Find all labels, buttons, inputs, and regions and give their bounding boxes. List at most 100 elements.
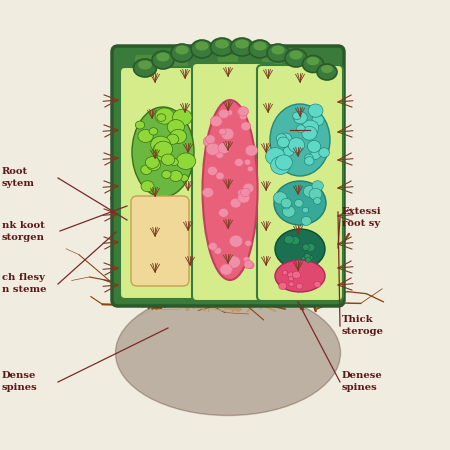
Ellipse shape: [147, 159, 161, 171]
Ellipse shape: [288, 276, 293, 281]
Ellipse shape: [162, 154, 175, 165]
Ellipse shape: [288, 138, 305, 153]
Ellipse shape: [270, 157, 291, 174]
Ellipse shape: [170, 158, 178, 166]
Ellipse shape: [151, 136, 171, 153]
Ellipse shape: [229, 235, 243, 247]
Ellipse shape: [237, 107, 248, 117]
Ellipse shape: [245, 240, 252, 246]
Ellipse shape: [279, 282, 287, 290]
Ellipse shape: [176, 153, 196, 170]
FancyBboxPatch shape: [135, 55, 155, 297]
Ellipse shape: [238, 107, 248, 116]
FancyBboxPatch shape: [257, 65, 343, 301]
Ellipse shape: [207, 166, 217, 176]
Ellipse shape: [245, 145, 257, 156]
Text: n steme: n steme: [2, 285, 46, 294]
Ellipse shape: [302, 126, 317, 140]
Ellipse shape: [141, 181, 154, 192]
Ellipse shape: [247, 166, 253, 171]
Ellipse shape: [307, 57, 320, 65]
Ellipse shape: [216, 151, 224, 158]
Ellipse shape: [226, 110, 233, 116]
Ellipse shape: [220, 264, 232, 275]
Ellipse shape: [160, 142, 168, 149]
Ellipse shape: [301, 216, 311, 225]
Ellipse shape: [306, 243, 315, 252]
Ellipse shape: [308, 104, 323, 117]
Ellipse shape: [244, 260, 253, 269]
FancyBboxPatch shape: [131, 196, 189, 286]
Ellipse shape: [138, 130, 153, 143]
Ellipse shape: [244, 159, 251, 165]
Ellipse shape: [145, 157, 159, 168]
Ellipse shape: [134, 59, 157, 77]
Ellipse shape: [227, 256, 240, 268]
Ellipse shape: [302, 256, 306, 260]
Ellipse shape: [235, 40, 249, 49]
Ellipse shape: [303, 185, 316, 197]
Ellipse shape: [253, 41, 266, 50]
Ellipse shape: [132, 107, 194, 197]
Ellipse shape: [279, 133, 292, 145]
Text: spines: spines: [342, 383, 378, 392]
Ellipse shape: [180, 175, 189, 181]
Ellipse shape: [288, 272, 294, 278]
Ellipse shape: [305, 154, 313, 162]
Ellipse shape: [302, 120, 319, 135]
Ellipse shape: [319, 148, 329, 157]
Ellipse shape: [172, 109, 192, 126]
Ellipse shape: [321, 65, 333, 73]
FancyBboxPatch shape: [298, 55, 318, 297]
Ellipse shape: [202, 188, 214, 198]
Ellipse shape: [270, 104, 330, 176]
Ellipse shape: [243, 183, 254, 193]
Text: Thick: Thick: [342, 315, 374, 324]
Ellipse shape: [241, 188, 250, 197]
Ellipse shape: [293, 112, 307, 124]
Text: Root: Root: [2, 167, 28, 176]
Ellipse shape: [141, 165, 152, 175]
FancyBboxPatch shape: [168, 55, 188, 297]
Ellipse shape: [138, 60, 152, 69]
Ellipse shape: [238, 192, 250, 203]
Ellipse shape: [208, 243, 217, 250]
Ellipse shape: [171, 44, 193, 62]
Ellipse shape: [211, 38, 234, 56]
Text: spines: spines: [2, 383, 38, 392]
Text: sytem: sytem: [2, 180, 35, 189]
Ellipse shape: [274, 181, 326, 225]
Ellipse shape: [157, 150, 171, 162]
FancyBboxPatch shape: [120, 67, 212, 299]
Ellipse shape: [219, 109, 229, 118]
Ellipse shape: [302, 244, 310, 250]
Ellipse shape: [283, 202, 291, 209]
Ellipse shape: [149, 128, 158, 135]
Ellipse shape: [166, 134, 179, 144]
Ellipse shape: [267, 44, 289, 62]
Ellipse shape: [275, 260, 325, 292]
Ellipse shape: [292, 271, 301, 279]
Ellipse shape: [230, 198, 241, 208]
Ellipse shape: [214, 248, 221, 254]
Ellipse shape: [224, 265, 233, 273]
Ellipse shape: [297, 125, 305, 132]
Ellipse shape: [266, 148, 285, 165]
Ellipse shape: [289, 50, 302, 59]
Ellipse shape: [219, 128, 226, 135]
Ellipse shape: [195, 41, 209, 50]
Ellipse shape: [221, 128, 234, 140]
Ellipse shape: [274, 192, 287, 204]
Ellipse shape: [241, 122, 251, 130]
Ellipse shape: [153, 144, 166, 155]
Text: Extessi: Extessi: [342, 207, 382, 216]
Ellipse shape: [309, 256, 313, 260]
Ellipse shape: [282, 270, 288, 275]
Text: nk koot: nk koot: [2, 220, 45, 230]
Ellipse shape: [157, 53, 170, 62]
Text: root sy: root sy: [342, 220, 380, 229]
Ellipse shape: [294, 199, 303, 207]
Ellipse shape: [275, 155, 292, 170]
Ellipse shape: [219, 208, 229, 217]
Ellipse shape: [239, 113, 247, 120]
